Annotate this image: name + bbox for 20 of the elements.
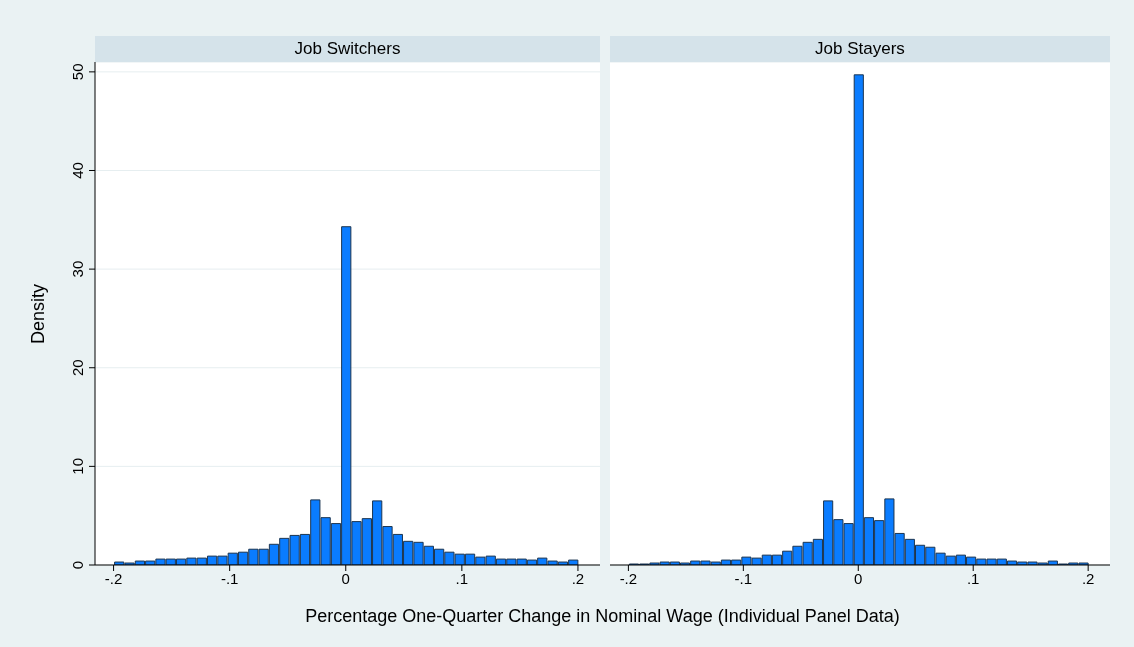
x-tick-label: 0 — [341, 569, 350, 587]
x-tick-label: .1 — [966, 569, 980, 587]
x-tick-label: .1 — [455, 569, 469, 587]
x-axis-title: Percentage One-Quarter Change in Nominal Wage (Individual Panel Data) — [304, 606, 901, 627]
y-tick-label: 30 — [69, 260, 86, 278]
chart-title: Job Stayers — [610, 36, 1110, 62]
x-tick-label: 0 — [854, 569, 863, 587]
y-axis-title: Density — [27, 283, 49, 344]
y-tick-label: 40 — [69, 162, 86, 179]
x-tick-label: .2 — [571, 569, 585, 587]
y-tick-label: 20 — [69, 359, 86, 377]
x-tick-label: -.1 — [734, 569, 753, 587]
y-tick-label: 50 — [69, 63, 86, 81]
x-tick-label: -.2 — [619, 569, 638, 587]
y-tick-label: 0 — [69, 560, 86, 570]
chart-title: Job Switchers — [95, 36, 600, 62]
x-tick-label: -.2 — [104, 569, 123, 587]
x-tick-label: .2 — [1081, 569, 1095, 587]
x-tick-label: -.1 — [220, 569, 239, 587]
y-tick-label: 10 — [69, 458, 86, 475]
